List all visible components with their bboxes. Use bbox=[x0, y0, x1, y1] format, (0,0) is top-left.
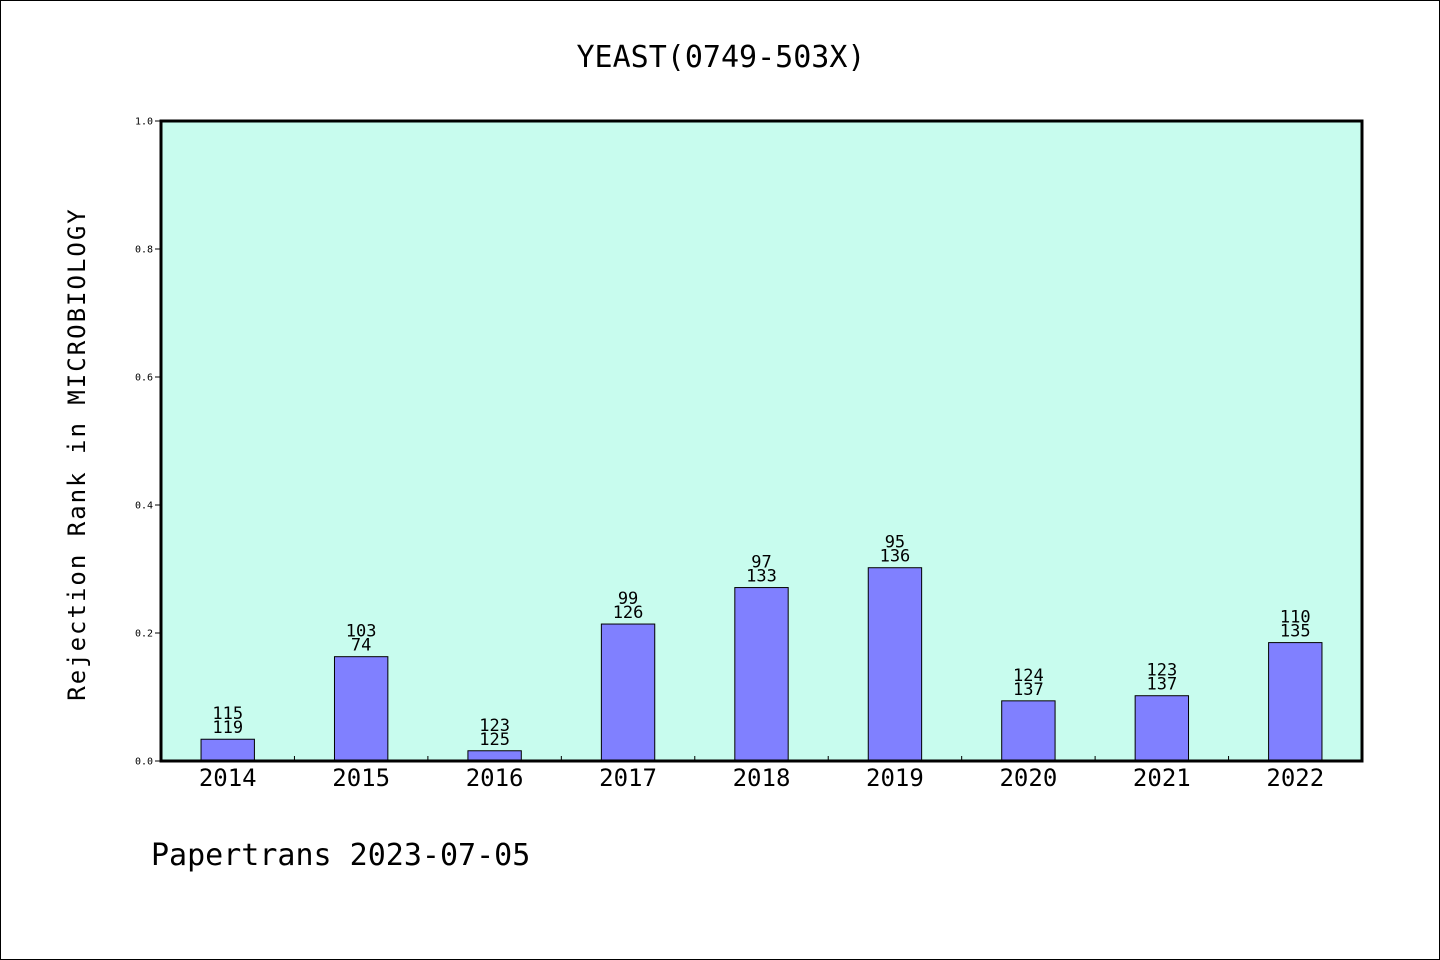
bar-2019 bbox=[867, 567, 923, 762]
bar-label-2018-2: 133 bbox=[746, 567, 777, 587]
x-tick-label-2021: 2021 bbox=[1133, 764, 1191, 792]
y-tick-label-0.6: 0.6 bbox=[135, 373, 153, 384]
x-tick-label-2019: 2019 bbox=[866, 764, 924, 792]
bar-label-2021-1: 123 bbox=[1146, 661, 1177, 681]
bar-2017 bbox=[600, 623, 656, 762]
y-tick-label-0.0: 0.0 bbox=[135, 757, 153, 768]
bar-label-2019-2: 136 bbox=[880, 547, 911, 567]
bar-label-2017-2: 126 bbox=[613, 603, 644, 623]
bar-2018 bbox=[734, 587, 789, 762]
bar-2021 bbox=[1134, 695, 1190, 762]
bars bbox=[200, 567, 1323, 762]
chart-title: YEAST(0749-503X) bbox=[577, 40, 866, 75]
bar-2022 bbox=[1268, 642, 1323, 762]
plot-border bbox=[159, 119, 1364, 763]
bar-label-2020-1: 124 bbox=[1013, 666, 1044, 686]
bar-labels: 1151191037412312599126971339513612413712… bbox=[212, 533, 1310, 750]
x-tick-label-2018: 2018 bbox=[733, 764, 791, 792]
bar-label-2015-1: 103 bbox=[346, 622, 377, 642]
bar-label-2016-2: 125 bbox=[479, 730, 510, 750]
bar-2015 bbox=[333, 656, 389, 762]
y-axis-label: Rejection Rank in MICROBIOLOGY bbox=[63, 207, 91, 700]
bar-2014 bbox=[200, 738, 255, 762]
bar-label-2022-1: 110 bbox=[1280, 608, 1311, 628]
bar-label-2014-1: 115 bbox=[212, 704, 243, 724]
x-tick-label-2017: 2017 bbox=[599, 764, 657, 792]
x-tick-label-2022: 2022 bbox=[1266, 764, 1324, 792]
bar-2020 bbox=[1001, 700, 1056, 762]
bar-label-2016-1: 123 bbox=[479, 716, 510, 736]
x-ticks: 2014 2015 2016 2017 2018 2019 2020 2021 2022 bbox=[199, 756, 1324, 792]
x-tick-label-2015: 2015 bbox=[332, 764, 390, 792]
bar-label-2014-2: 119 bbox=[212, 718, 243, 738]
y-tick-label-0.2: 0.2 bbox=[135, 629, 153, 640]
y-ticks: 0.0 0.2 0.4 0.6 0.8 1.0 bbox=[135, 117, 161, 768]
bar-label-2015-2: 74 bbox=[351, 636, 371, 656]
x-tick-label-2014: 2014 bbox=[199, 764, 257, 792]
bar-label-2021-2: 137 bbox=[1146, 675, 1177, 695]
bar-label-2020-2: 137 bbox=[1013, 680, 1044, 700]
y-tick-label-0.8: 0.8 bbox=[135, 245, 153, 256]
bar-2016 bbox=[467, 750, 522, 762]
x-tick-label-2016: 2016 bbox=[466, 764, 524, 792]
x-tick-label-2020: 2020 bbox=[999, 764, 1057, 792]
y-tick-label-0.4: 0.4 bbox=[135, 501, 153, 512]
bar-label-2022-2: 135 bbox=[1280, 622, 1311, 642]
y-tick-label-1.0: 1.0 bbox=[135, 117, 153, 128]
bar-label-2019-1: 95 bbox=[885, 533, 905, 553]
bar-label-2018-1: 97 bbox=[751, 553, 771, 573]
bar-label-2017-1: 99 bbox=[618, 589, 638, 609]
footer-text: Papertrans 2023-07-05 bbox=[151, 838, 530, 873]
